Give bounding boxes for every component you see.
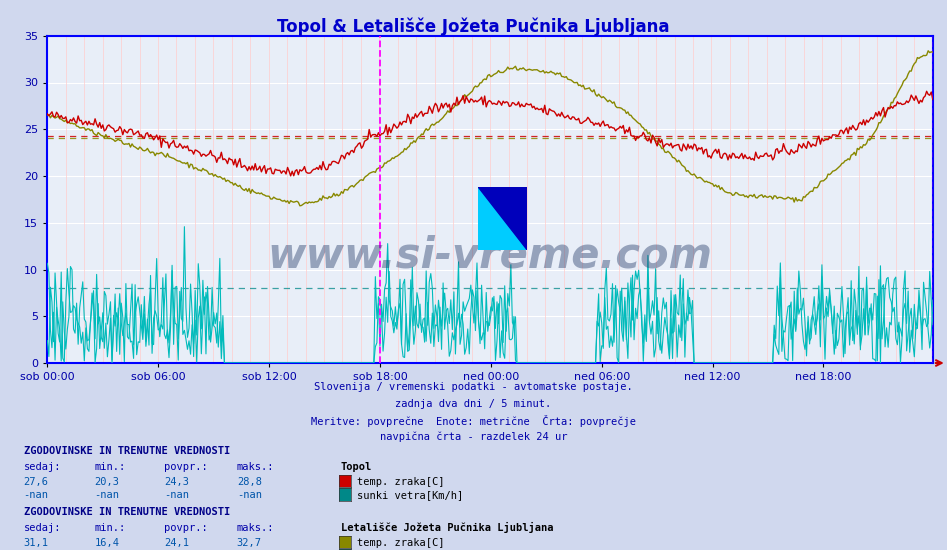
Text: -nan: -nan [95, 490, 119, 500]
Text: temp. zraka[C]: temp. zraka[C] [357, 538, 444, 548]
Text: povpr.:: povpr.: [164, 462, 207, 472]
Text: 16,4: 16,4 [95, 538, 119, 548]
Text: navpična črta - razdelek 24 ur: navpična črta - razdelek 24 ur [380, 432, 567, 442]
Text: zadnja dva dni / 5 minut.: zadnja dva dni / 5 minut. [396, 399, 551, 409]
Text: 32,7: 32,7 [237, 538, 261, 548]
Text: -nan: -nan [237, 490, 261, 500]
Text: www.si-vreme.com: www.si-vreme.com [268, 234, 712, 276]
Text: Slovenija / vremenski podatki - avtomatske postaje.: Slovenija / vremenski podatki - avtomats… [314, 382, 633, 392]
Text: ZGODOVINSKE IN TRENUTNE VREDNOSTI: ZGODOVINSKE IN TRENUTNE VREDNOSTI [24, 446, 230, 456]
Text: 27,6: 27,6 [24, 477, 48, 487]
Text: sunki vetra[Km/h]: sunki vetra[Km/h] [357, 490, 463, 500]
Text: Topol & Letališče Jožeta Pučnika Ljubljana: Topol & Letališče Jožeta Pučnika Ljublja… [277, 18, 670, 36]
Text: ZGODOVINSKE IN TRENUTNE VREDNOSTI: ZGODOVINSKE IN TRENUTNE VREDNOSTI [24, 507, 230, 517]
Text: maks.:: maks.: [237, 523, 275, 534]
Text: povpr.:: povpr.: [164, 523, 207, 534]
Text: temp. zraka[C]: temp. zraka[C] [357, 477, 444, 487]
Text: 24,1: 24,1 [164, 538, 188, 548]
Text: -nan: -nan [24, 490, 48, 500]
Text: Topol: Topol [341, 462, 372, 472]
Text: 28,8: 28,8 [237, 477, 261, 487]
Text: min.:: min.: [95, 462, 126, 472]
Polygon shape [478, 187, 527, 250]
Text: 31,1: 31,1 [24, 538, 48, 548]
Text: -nan: -nan [164, 490, 188, 500]
Text: Meritve: povprečne  Enote: metrične  Črta: povprečje: Meritve: povprečne Enote: metrične Črta:… [311, 415, 636, 427]
Text: sedaj:: sedaj: [24, 462, 62, 472]
Polygon shape [478, 187, 527, 250]
Text: maks.:: maks.: [237, 462, 275, 472]
Text: 20,3: 20,3 [95, 477, 119, 487]
Text: sedaj:: sedaj: [24, 523, 62, 534]
Text: min.:: min.: [95, 523, 126, 534]
Text: Letališče Jožeta Pučnika Ljubljana: Letališče Jožeta Pučnika Ljubljana [341, 522, 553, 534]
Text: 24,3: 24,3 [164, 477, 188, 487]
